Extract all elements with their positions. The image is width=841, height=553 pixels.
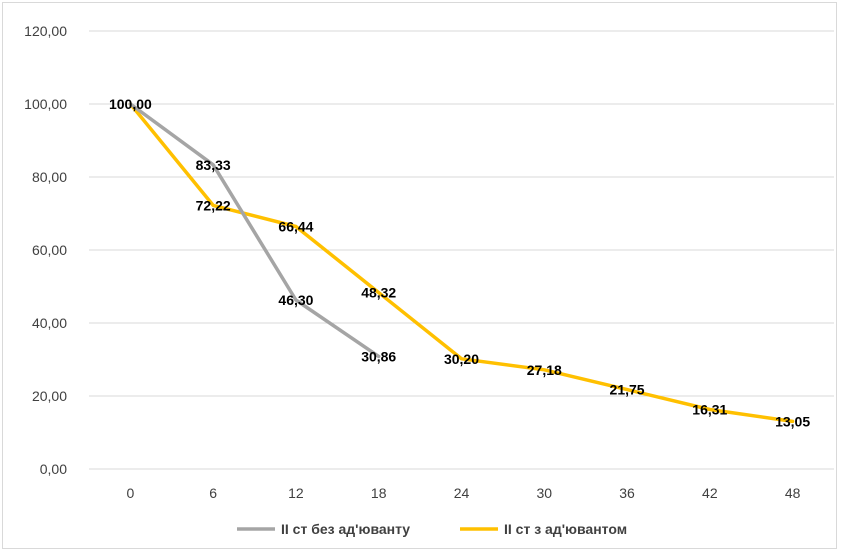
x-tick-label: 18	[371, 485, 387, 501]
data-label: 66,44	[278, 218, 313, 234]
data-label: 72,22	[196, 197, 231, 213]
data-label: 46,30	[278, 292, 313, 308]
data-label: 27,18	[527, 362, 562, 378]
data-label: 21,75	[610, 382, 645, 398]
x-tick-label: 36	[619, 485, 635, 501]
y-tick-label: 20,00	[32, 388, 67, 404]
y-tick-label: 80,00	[32, 169, 67, 185]
legend-label: II ст з ад'ювантом	[504, 521, 627, 537]
data-label: 16,31	[692, 401, 727, 417]
x-tick-label: 0	[126, 485, 134, 501]
data-label: 48,32	[361, 285, 396, 301]
y-tick-label: 0,00	[40, 461, 67, 477]
x-tick-label: 30	[536, 485, 552, 501]
data-label: 13,05	[775, 413, 810, 429]
legend-label: II ст без ад'юванту	[281, 521, 410, 537]
data-label: 30,20	[444, 351, 479, 367]
series-lines	[128, 102, 795, 424]
y-tick-label: 60,00	[32, 242, 67, 258]
y-tick-label: 120,00	[24, 23, 67, 39]
series-line	[128, 102, 795, 424]
x-tick-label: 24	[454, 485, 470, 501]
legend: II ст без ад'юванту II ст з ад'ювантом	[237, 521, 627, 537]
data-label: 100,00	[109, 96, 152, 112]
y-axis-ticks: 0,00 20,00 40,00 60,00 80,00 100,00 120,00	[24, 23, 67, 477]
x-axis-ticks: 0 6 12 18 24 30 36 42 48	[126, 485, 800, 501]
y-tick-label: 40,00	[32, 315, 67, 331]
series-line	[128, 102, 381, 359]
data-label: 83,33	[196, 157, 231, 173]
y-tick-label: 100,00	[24, 96, 67, 112]
data-label: 30,86	[361, 348, 396, 364]
x-tick-label: 42	[702, 485, 718, 501]
x-tick-label: 48	[785, 485, 801, 501]
x-tick-label: 6	[209, 485, 217, 501]
x-tick-label: 12	[288, 485, 304, 501]
data-labels: 100,00 83,33 46,30 30,86 72,22 66,44 48,32 30,2…	[109, 96, 810, 429]
gridlines	[89, 30, 834, 470]
